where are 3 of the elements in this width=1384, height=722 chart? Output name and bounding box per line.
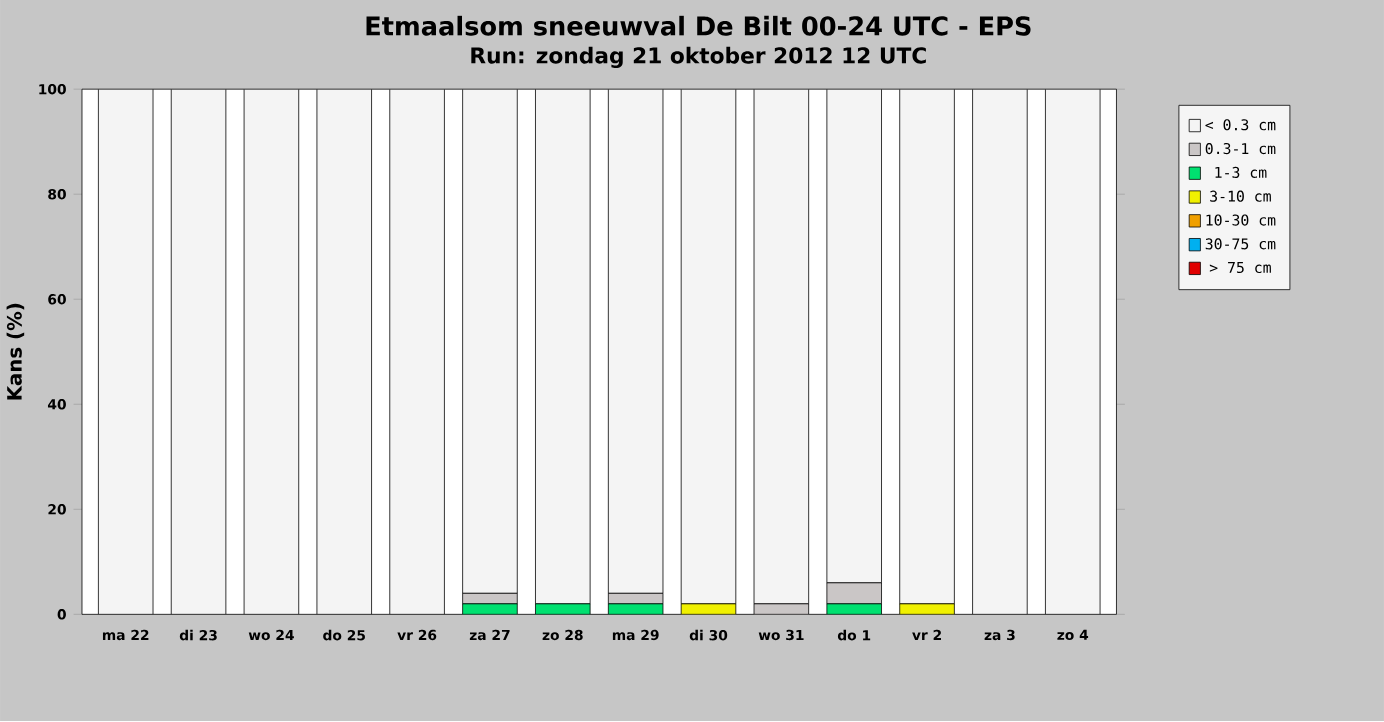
chart-subtitle: Run: zondag 21 oktober 2012 12 UTC xyxy=(471,47,926,69)
chart-title: Etmaalsom sneeuwval De Bilt 00-24 UTC - EPS xyxy=(366,16,1031,37)
y-axis-title: Kans (%) xyxy=(6,304,25,400)
